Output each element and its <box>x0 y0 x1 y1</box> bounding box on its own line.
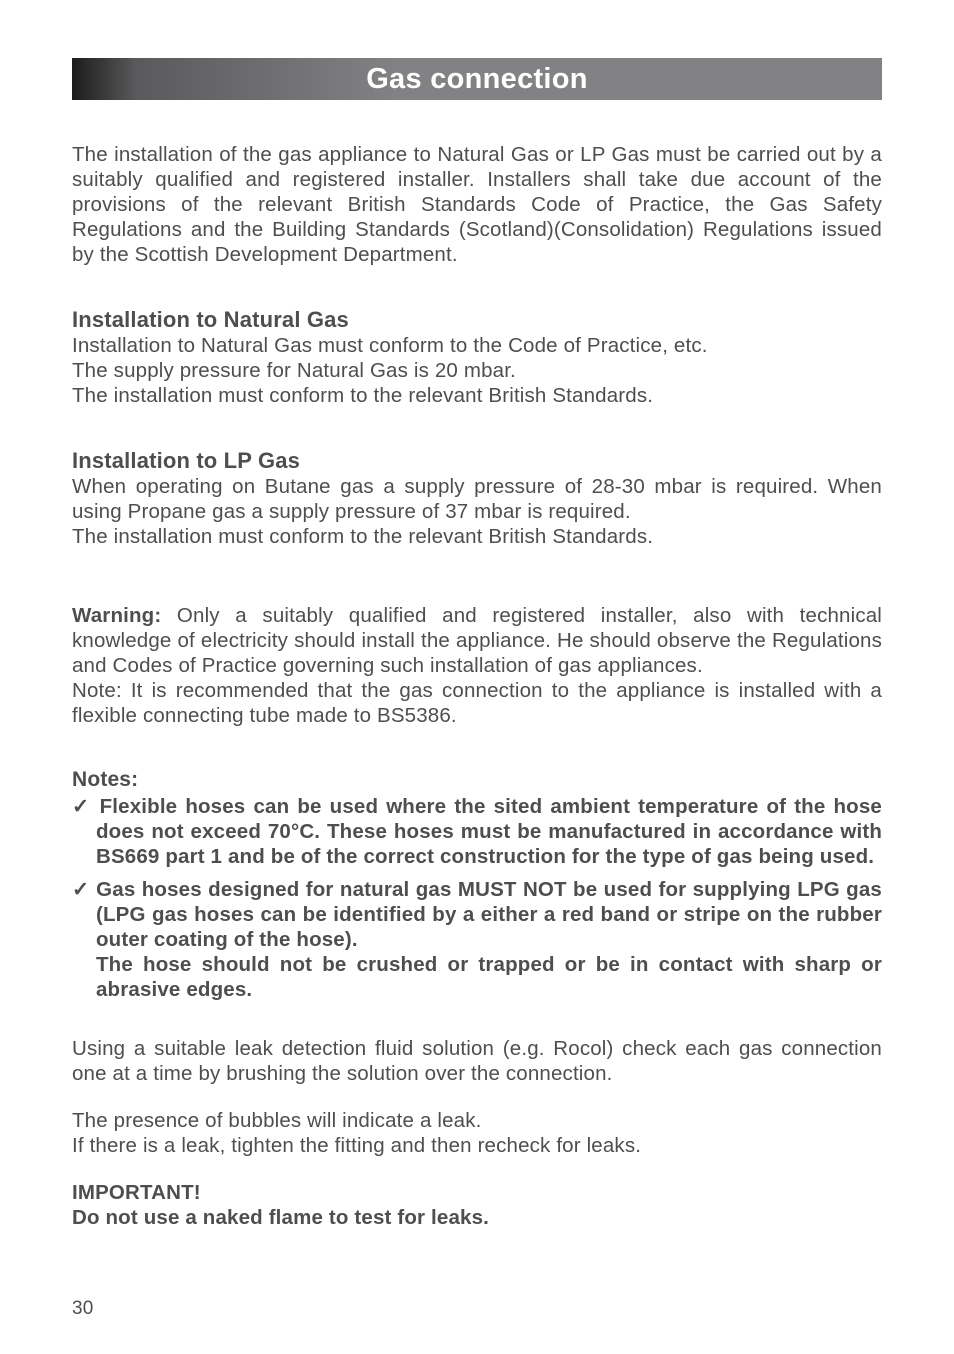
section-body-lp-gas: When operating on Butane gas a supply pr… <box>72 474 882 549</box>
text-line: The installation must conform to the rel… <box>72 524 882 549</box>
warning-paragraph: Warning: Only a suitably qualified and r… <box>72 603 882 678</box>
intro-paragraph: The installation of the gas appliance to… <box>72 142 882 267</box>
text-line: The installation must conform to the rel… <box>72 383 882 408</box>
page-number: 30 <box>72 1298 93 1320</box>
important-label: IMPORTANT! <box>72 1180 882 1205</box>
note-item: ✓ Gas hoses designed for natural gas MUS… <box>72 877 882 952</box>
section-body-natural-gas: Installation to Natural Gas must conform… <box>72 333 882 408</box>
warning-block: Warning: Only a suitably qualified and r… <box>72 603 882 728</box>
banner-title: Gas connection <box>366 63 588 96</box>
page-banner: Gas connection <box>72 58 882 100</box>
text-line: If there is a leak, tighten the fitting … <box>72 1133 882 1158</box>
section-heading-lp-gas: Installation to LP Gas <box>72 448 882 474</box>
warning-note: Note: It is recommended that the gas con… <box>72 678 882 728</box>
section-heading-natural-gas: Installation to Natural Gas <box>72 307 882 333</box>
text-paragraph: When operating on Butane gas a supply pr… <box>72 474 882 524</box>
note-item: ✓ Flexible hoses can be used where the s… <box>72 794 882 869</box>
important-block: IMPORTANT! Do not use a naked flame to t… <box>72 1180 882 1230</box>
leak-paragraph: Using a suitable leak detection fluid so… <box>72 1036 882 1086</box>
important-text: Do not use a naked flame to test for lea… <box>72 1205 882 1230</box>
warning-text: Only a suitably qualified and registered… <box>72 604 882 677</box>
text-line: The presence of bubbles will indicate a … <box>72 1108 882 1133</box>
warning-label: Warning: <box>72 604 161 627</box>
leak-paragraph-2: The presence of bubbles will indicate a … <box>72 1108 882 1158</box>
text-line: Installation to Natural Gas must conform… <box>72 333 882 358</box>
note-continuation: The hose should not be crushed or trappe… <box>72 952 882 1002</box>
text-line: The supply pressure for Natural Gas is 2… <box>72 358 882 383</box>
notes-heading: Notes: <box>72 768 882 792</box>
